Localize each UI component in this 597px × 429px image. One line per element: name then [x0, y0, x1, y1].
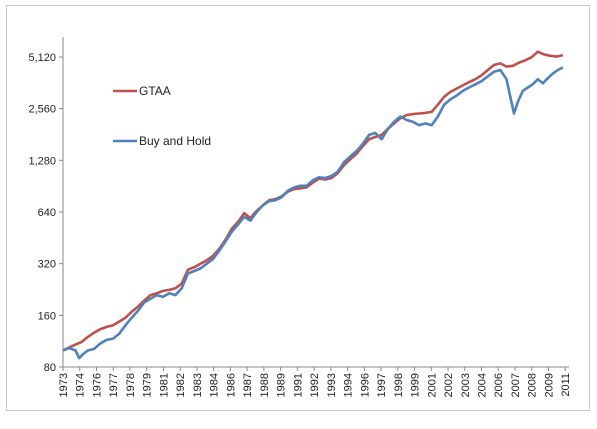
x-tick-label: 1993: [326, 373, 338, 397]
x-tick-label: 1991: [292, 373, 304, 397]
y-tick-label: 2,560: [28, 104, 56, 116]
x-tick-label: 1983: [192, 373, 204, 397]
x-tick-label: 2007: [510, 373, 522, 397]
x-tick-label: 1974: [75, 373, 87, 397]
x-tick-label: 2008: [527, 373, 539, 397]
legend: GTAA Buy and Hold: [113, 84, 211, 148]
x-tick-label: 2002: [443, 373, 455, 397]
y-tick-label: 160: [38, 310, 56, 322]
x-tick-label: 1989: [276, 373, 288, 397]
x-tick-label: 1999: [410, 373, 422, 397]
x-tick-label: 1982: [175, 373, 187, 397]
y-axis: 80 160 320 640 1,280 2,560 5,120: [28, 37, 64, 374]
x-tick-label: 1997: [376, 373, 388, 397]
series-line-buy-and-hold: [62, 66, 564, 360]
x-tick-label: 1994: [343, 373, 355, 397]
y-tick-label: 80: [44, 362, 56, 374]
x-tick-label: 2009: [543, 373, 555, 397]
y-tick-label: 1,280: [28, 155, 56, 167]
x-tick-label: 1998: [393, 373, 405, 397]
x-tick-label: 1992: [309, 373, 321, 397]
x-tick-label: 2004: [477, 373, 489, 397]
x-tick-label: 1996: [359, 373, 371, 397]
series-lines: [62, 50, 564, 360]
y-tick-label: 320: [38, 259, 56, 271]
x-tick-label: 2011: [560, 373, 572, 397]
x-tick-label: 1976: [91, 373, 103, 397]
y-tick-label: 640: [38, 207, 56, 219]
x-tick-label: 1979: [142, 373, 154, 397]
x-axis: 1973 1974 1976 1977 1978 1979 1981 1982 1983 1984…: [58, 366, 572, 397]
series-line-gtaa: [62, 50, 564, 352]
x-tick-label: 1981: [158, 373, 170, 397]
x-tick-label: 2006: [493, 373, 505, 397]
legend-label-gtaa: GTAA: [139, 84, 171, 98]
y-tick-label: 5,120: [28, 52, 56, 64]
x-tick-label: 1986: [225, 373, 237, 397]
x-tick-label: 2001: [426, 373, 438, 397]
x-tick-label: 1988: [259, 373, 271, 397]
x-tick-label: 1978: [125, 373, 137, 397]
x-tick-label: 1977: [108, 373, 120, 397]
x-tick-label: 1973: [58, 373, 70, 397]
legend-label-buy-and-hold: Buy and Hold: [139, 134, 211, 148]
x-tick-label: 1984: [209, 373, 221, 397]
x-tick-label: 2003: [460, 373, 472, 397]
x-tick-label: 1987: [242, 373, 254, 397]
